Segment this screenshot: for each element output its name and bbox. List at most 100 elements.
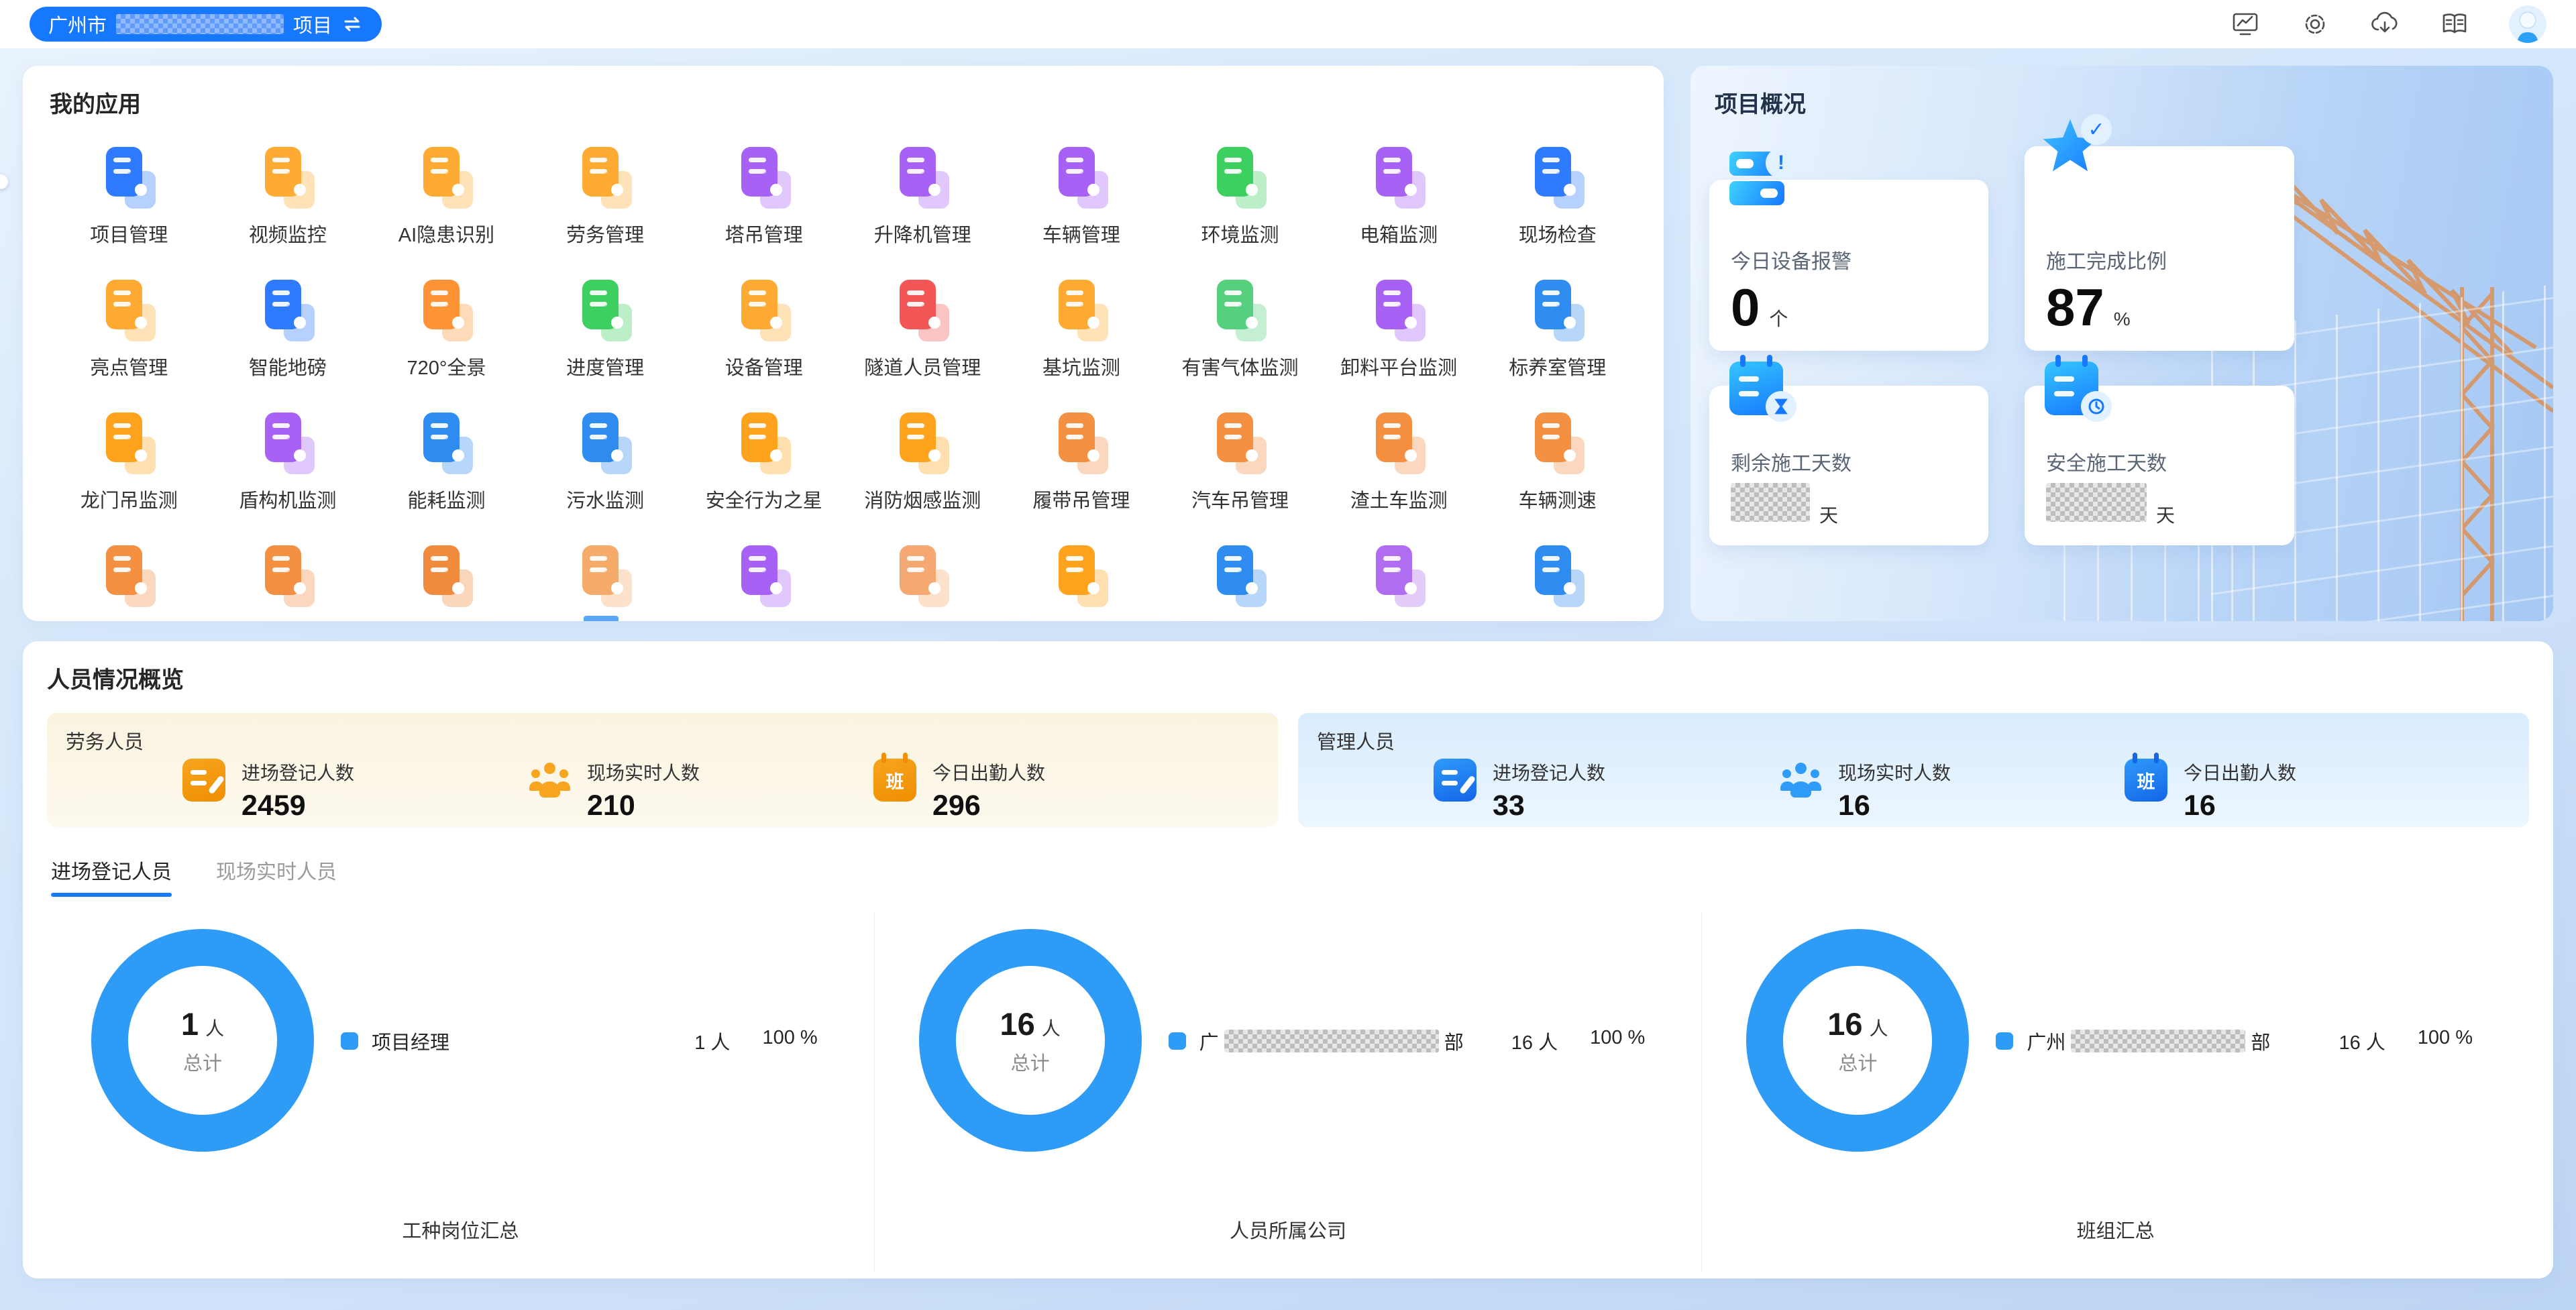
cloud-download-icon[interactable] bbox=[2369, 9, 2400, 40]
legend-label-suffix: 部 bbox=[1444, 1032, 1464, 1054]
chart-footer: 班组汇总 bbox=[2076, 1221, 2155, 1242]
app-label: 卸料平台监测 bbox=[1340, 358, 1458, 379]
app-item[interactable]: 消防烟感监测 bbox=[843, 411, 1002, 513]
handbook-icon[interactable] bbox=[2439, 9, 2470, 40]
app-item[interactable]: 海洋浊度监测 bbox=[1478, 544, 1637, 621]
app-item[interactable]: 亮点管理 bbox=[50, 278, 209, 380]
app-label: 龙门吊监测 bbox=[80, 490, 178, 512]
app-icon bbox=[893, 544, 952, 607]
chart-footer: 人员所属公司 bbox=[1230, 1221, 1347, 1242]
app-item[interactable]: 卸料平台监测 bbox=[1320, 278, 1479, 380]
app-item[interactable]: 能耗监测 bbox=[367, 411, 526, 513]
app-item[interactable]: 潮汐水位监测 bbox=[1161, 544, 1320, 621]
personnel-stat-panels: 劳务人员 进场登记人数 2459 现场实时人数 210 班 今日出勤人数 296 bbox=[47, 713, 2529, 827]
app-item[interactable]: 装载车监测 bbox=[209, 544, 368, 621]
mgmt-attendance-stat: 班 今日出勤人数 16 bbox=[2125, 753, 2470, 822]
app-item[interactable]: 污水监测 bbox=[526, 411, 685, 513]
app-item[interactable]: 应急管理 bbox=[1320, 544, 1479, 621]
app-item[interactable]: 基坑监测 bbox=[1002, 278, 1161, 380]
app-item[interactable]: 设备管理 bbox=[684, 278, 843, 380]
app-item[interactable]: 升降机管理 bbox=[843, 146, 1002, 248]
app-item[interactable]: 挖掘机监测 bbox=[50, 544, 209, 621]
app-icon bbox=[258, 146, 317, 209]
app-item[interactable]: 隧道人员管理 bbox=[843, 278, 1002, 380]
app-item[interactable]: 项目管理 bbox=[50, 146, 209, 248]
app-icon bbox=[417, 544, 476, 607]
app-item[interactable]: 安全行为之星 bbox=[684, 411, 843, 513]
app-item[interactable]: 车辆测速 bbox=[1478, 411, 1637, 513]
project-switcher[interactable]: 广州市 项目 bbox=[30, 7, 382, 42]
apps-grid: 项目管理 视频监控 AI隐患识别 bbox=[50, 146, 1637, 621]
app-item[interactable]: 压路机监测 bbox=[367, 544, 526, 621]
app-icon bbox=[893, 411, 952, 474]
app-icon bbox=[1528, 411, 1587, 474]
app-item[interactable]: 有害气体监测 bbox=[1161, 278, 1320, 380]
app-label: 有害气体监测 bbox=[1181, 358, 1299, 379]
avatar[interactable] bbox=[2509, 5, 2546, 43]
app-label: 共享资料库 bbox=[715, 618, 812, 621]
card-label: 安全施工天数 bbox=[2046, 453, 2167, 475]
app-label: 压路机监测 bbox=[398, 618, 495, 621]
card-unit: 个 bbox=[1769, 309, 1788, 329]
device-alarm-card: ! 今日设备报警 0 个 bbox=[1709, 148, 1988, 351]
app-label: 升降机管理 bbox=[873, 225, 971, 246]
tab-realtime-personnel[interactable]: 现场实时人员 bbox=[216, 861, 337, 883]
personnel-panel: 人员情况概览 劳务人员 进场登记人数 2459 现场实时人数 210 班 今日出… bbox=[23, 641, 2553, 1278]
labor-registered-stat: 进场登记人数 2459 bbox=[182, 759, 528, 822]
app-icon bbox=[99, 544, 158, 607]
tab-registered-personnel[interactable]: 进场登记人员 bbox=[51, 855, 172, 897]
app-icon bbox=[1210, 411, 1269, 474]
app-item[interactable]: 履带吊管理 bbox=[1002, 411, 1161, 513]
app-icon bbox=[1052, 411, 1111, 474]
app-icon bbox=[576, 544, 635, 607]
app-icon bbox=[576, 146, 635, 209]
app-item[interactable]: 劳务管理 bbox=[526, 146, 685, 248]
settings-icon[interactable] bbox=[2300, 9, 2330, 40]
app-item[interactable]: 720°全景 bbox=[367, 278, 526, 380]
app-icon bbox=[99, 146, 158, 209]
app-item[interactable]: 车辆冲洗监测 bbox=[843, 544, 1002, 621]
app-label: 智能地磅 bbox=[248, 358, 327, 379]
app-item[interactable]: AI隐患识别 bbox=[367, 146, 526, 248]
card-value: 0 bbox=[1731, 278, 1760, 337]
app-label: 720°全景 bbox=[407, 358, 486, 379]
remaining-days-card: 剩余施工天数 天 bbox=[1709, 355, 1988, 545]
app-item[interactable]: 智能地磅 bbox=[209, 278, 368, 380]
carousel-arrow-left[interactable] bbox=[0, 174, 8, 189]
app-icon bbox=[1052, 278, 1111, 341]
app-item[interactable]: 环境监测 bbox=[1161, 146, 1320, 248]
app-item[interactable]: 电箱监测 bbox=[1320, 146, 1479, 248]
app-label: 安全行为之星 bbox=[705, 490, 822, 512]
app-icon bbox=[99, 278, 158, 341]
app-item[interactable]: 进度管理 bbox=[526, 278, 685, 380]
labor-title: 劳务人员 bbox=[66, 732, 144, 753]
app-item[interactable]: 汽车吊管理 bbox=[1161, 411, 1320, 513]
app-item[interactable]: 大体积混凝土测温 bbox=[1002, 544, 1161, 621]
app-item[interactable]: 铺路机监测 bbox=[526, 544, 685, 621]
app-item[interactable]: 渣土车监测 bbox=[1320, 411, 1479, 513]
legend-marker bbox=[341, 1032, 358, 1050]
app-icon bbox=[1528, 544, 1587, 607]
app-icon bbox=[1369, 278, 1428, 341]
main-row: 我的应用 项目管理 视频监控 bbox=[23, 66, 2553, 621]
app-icon bbox=[735, 544, 794, 607]
app-item[interactable]: 标养室管理 bbox=[1478, 278, 1637, 380]
app-icon bbox=[1369, 146, 1428, 209]
app-item[interactable]: 现场检查 bbox=[1478, 146, 1637, 248]
app-item[interactable]: 车辆管理 bbox=[1002, 146, 1161, 248]
legend-label-prefix: 广 bbox=[1199, 1032, 1219, 1054]
app-item[interactable]: 视频监控 bbox=[209, 146, 368, 248]
card-unit: 天 bbox=[2156, 505, 2176, 526]
app-label: 盾构机监测 bbox=[239, 490, 337, 512]
app-item[interactable]: 塔吊管理 bbox=[684, 146, 843, 248]
app-item[interactable]: 盾构机监测 bbox=[209, 411, 368, 513]
personnel-tabs: 进场登记人员 现场实时人员 bbox=[51, 855, 2529, 897]
dashboard-icon[interactable] bbox=[2230, 9, 2261, 40]
project-name-suffix: 项目 bbox=[293, 15, 333, 37]
app-item[interactable]: 龙门吊监测 bbox=[50, 411, 209, 513]
legend-label-prefix: 广州 bbox=[2027, 1032, 2066, 1054]
legend-row: 广州 部 16 人 100 % bbox=[1996, 1027, 2473, 1055]
app-item[interactable]: 共享资料库 bbox=[684, 544, 843, 621]
